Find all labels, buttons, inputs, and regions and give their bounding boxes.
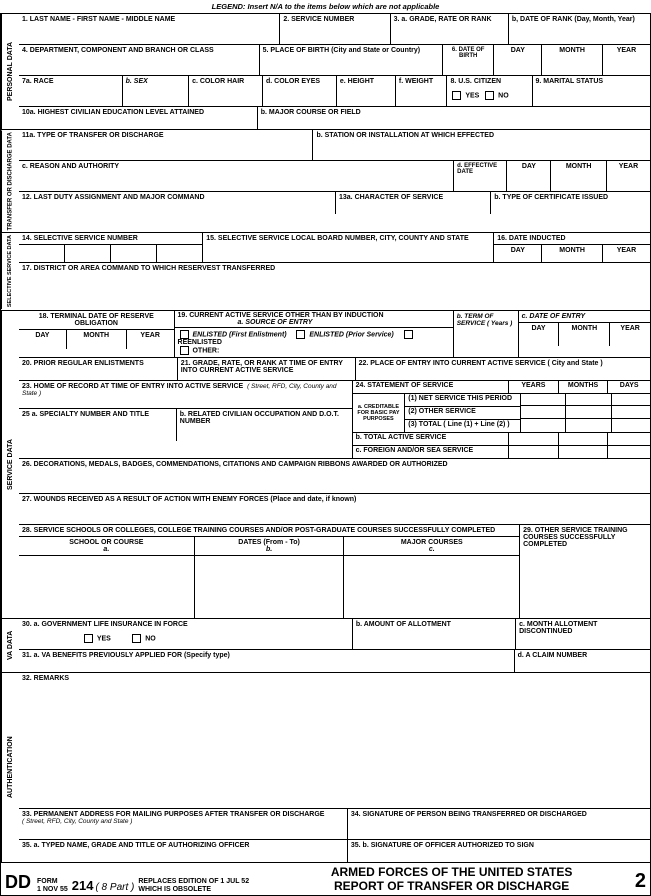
cb-enlisted-prior[interactable] <box>296 330 305 339</box>
field-7f: f. WEIGHT <box>396 76 448 106</box>
field-30b: b. AMOUNT OF ALLOTMENT <box>353 619 516 649</box>
checkbox-no[interactable] <box>485 91 494 100</box>
field-10a: 10a. HIGHEST CIVILIAN EDUCATION LEVEL AT… <box>19 107 258 129</box>
section-label-service: SERVICE DATA <box>1 311 19 618</box>
field-2: 2. SERVICE NUMBER <box>280 14 390 44</box>
field-34: 34. SIGNATURE OF PERSON BEING TRANSFERRE… <box>348 809 650 839</box>
field-32: 32. REMARKS <box>19 673 650 808</box>
form-container: PERSONAL DATA 1. LAST NAME - FIRST NAME … <box>0 13 651 896</box>
field-25a: 25 a. SPECIALTY NUMBER AND TITLE <box>19 409 177 441</box>
field-28: 28. SERVICE SCHOOLS OR COLLEGES, COLLEGE… <box>19 525 520 618</box>
section-label-va: VA DATA <box>1 619 19 672</box>
field-3b: b, DATE OF RANK (Day, Month, Year) <box>509 14 650 44</box>
field-7d: d. COLOR EYES <box>263 76 337 106</box>
field-31d: d. A CLAIM NUMBER <box>515 650 650 672</box>
field-8: 8. U.S. CITIZEN YES NO <box>447 76 532 106</box>
fields-23-25: 23. HOME OF RECORD AT TIME OF ENTRY INTO… <box>19 381 353 458</box>
field-3a: 3. a. GRADE, RATE OR RANK <box>391 14 509 44</box>
cb-ins-yes[interactable] <box>84 634 93 643</box>
field-17: 17. DISTRICT OR AREA COMMAND TO WHICH RE… <box>19 263 650 285</box>
field-9: 9. MARITAL STATUS <box>533 76 650 106</box>
field-30c: c. MONTH ALLOTMENT DISCONTINUED <box>516 619 650 649</box>
field-7b: b. SEX <box>123 76 189 106</box>
field-7a: 7a. RACE <box>19 76 123 106</box>
year-hdr: YEAR <box>603 45 650 75</box>
field-15: 15. SELECTIVE SERVICE LOCAL BOARD NUMBER… <box>203 233 494 262</box>
field-12: 12. LAST DUTY ASSIGNMENT AND MAJOR COMMA… <box>19 192 336 214</box>
field-25b: b. RELATED CIVILIAN OCCUPATION AND D.O.T… <box>177 409 352 441</box>
legend-text: LEGEND: Insert N/A to the items below wh… <box>0 0 651 13</box>
field-30a: 30. a. GOVERNMENT LIFE INSURANCE IN FORC… <box>19 619 353 649</box>
section-label-selective: SELECTIVE SERVICE DATA <box>1 233 19 309</box>
field-19c: c. DATE OF ENTRY DAY MONTH YEAR <box>519 311 650 357</box>
checkbox-yes[interactable] <box>452 91 461 100</box>
cb-enlisted-first[interactable] <box>180 330 189 339</box>
dd-label: DD <box>5 872 31 893</box>
field-11b: b. STATION OR INSTALLATION AT WHICH EFFE… <box>313 130 650 160</box>
field-35b: 35. b. SIGNATURE OF OFFICER AUTHORIZED T… <box>348 840 650 862</box>
field-11a: 11a. TYPE OF TRANSFER OR DISCHARGE <box>19 130 313 160</box>
field-35a: 35. a. TYPED NAME, GRADE AND TITLE OF AU… <box>19 840 348 862</box>
field-22: 22. PLACE OF ENTRY INTO CURRENT ACTIVE S… <box>356 358 650 380</box>
form-title: ARMED FORCES OF THE UNITED STATESREPORT … <box>268 865 635 894</box>
field-14: 14. SELECTIVE SERVICE NUMBER <box>19 233 203 262</box>
field-18: 18. TERMINAL DATE OF RESERVE OBLIGATION … <box>19 311 175 357</box>
field-19b: b. TERM OF SERVICE ( Years ) <box>454 311 519 357</box>
field-7e: e. HEIGHT <box>337 76 396 106</box>
field-27: 27. WOUNDS RECEIVED AS A RESULT OF ACTIO… <box>19 494 650 524</box>
section-label-transfer: TRANSFER OR DISCHARGE DATA <box>1 130 19 232</box>
field-5: 5. PLACE OF BIRTH (City and State or Cou… <box>260 45 444 75</box>
field-29: 29. OTHER SERVICE TRAINING COURSES SUCCE… <box>520 525 650 618</box>
field-13a: 13a. CHARACTER OF SERVICE <box>336 192 491 214</box>
day-hdr: DAY <box>494 45 542 75</box>
section-label-personal: PERSONAL DATA <box>1 14 19 129</box>
month-hdr: MONTH <box>542 45 602 75</box>
page-number: 2 <box>635 870 646 893</box>
date-cells-2: DAY MONTH YEAR <box>507 161 650 191</box>
field-1: 1. LAST NAME - FIRST NAME - MIDDLE NAME <box>19 14 280 44</box>
field-31a: 31. a. VA BENEFITS PREVIOUSLY APPLIED FO… <box>19 650 515 672</box>
field-24-block: 24. STATEMENT OF SERVICE YEARS MONTHS DA… <box>353 381 650 458</box>
field-19: 19. CURRENT ACTIVE SERVICE OTHER THAN BY… <box>175 311 454 357</box>
field-5-6: 5. PLACE OF BIRTH (City and State or Cou… <box>260 45 495 75</box>
field-20: 20. PRIOR REGULAR ENLISTMENTS <box>19 358 178 380</box>
cb-ins-no[interactable] <box>132 634 141 643</box>
field-11c: c. REASON AND AUTHORITY <box>19 161 454 191</box>
date-cells-1: DAY MONTH YEAR <box>494 45 650 75</box>
field-11d: d. EFFECTIVE DATE <box>454 161 507 191</box>
field-26: 26. DECORATIONS, MEDALS, BADGES, COMMEND… <box>19 459 650 493</box>
field-10b: b. MAJOR COURSE OR FIELD <box>258 107 650 129</box>
field-6: 6. DATE OF BIRTH <box>443 45 493 75</box>
field-33: 33. PERMANENT ADDRESS FOR MAILING PURPOS… <box>19 809 348 839</box>
field-21: 21. GRADE, RATE, OR RANK AT TIME OF ENTR… <box>178 358 356 380</box>
cb-other[interactable] <box>180 346 189 355</box>
section-label-auth: AUTHENTICATION <box>1 673 19 862</box>
field-16: 16. DATE INDUCTED DAY MONTH YEAR <box>494 233 650 262</box>
field-4: 4. DEPARTMENT, COMPONENT AND BRANCH OR C… <box>19 45 260 75</box>
field-13b: b. TYPE OF CERTIFICATE ISSUED <box>491 192 650 214</box>
cb-reenlisted[interactable] <box>404 330 413 339</box>
field-7c: c. COLOR HAIR <box>189 76 263 106</box>
form-footer: DD FORM1 NOV 55 214 ( 8 Part ) REPLACES … <box>1 862 650 896</box>
